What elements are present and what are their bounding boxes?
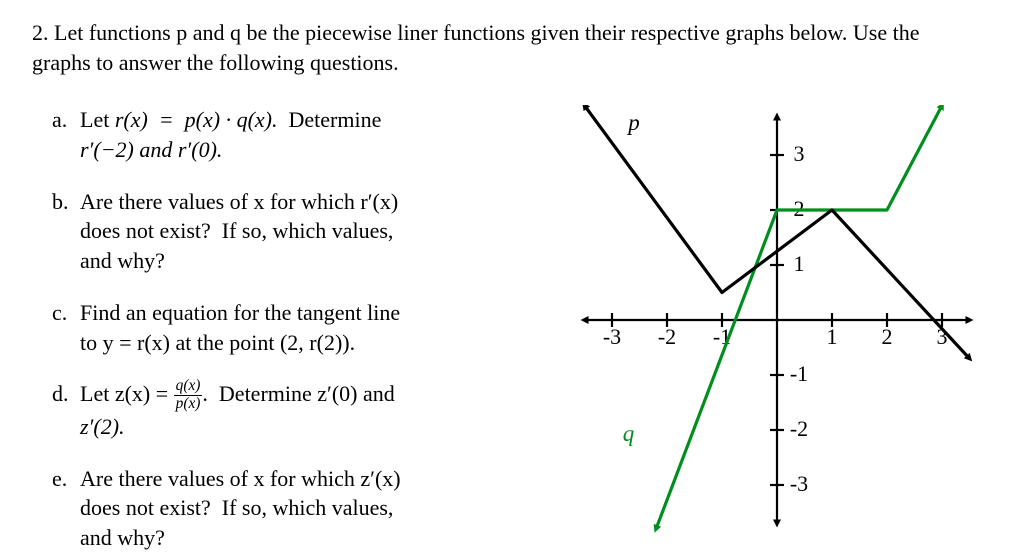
question-body: Are there values of x for which z′(x) do… xyxy=(80,464,552,553)
question-body: Let r(x) = p(x) · q(x). Determine r′(−2)… xyxy=(80,105,552,164)
questions-column: a. Let r(x) = p(x) · q(x). Determine r′(… xyxy=(32,105,552,557)
question-letter: c. xyxy=(52,298,80,357)
curve-q-label: q xyxy=(623,421,635,446)
prompt-line1: Let functions p and q be the piecewise l… xyxy=(54,20,919,45)
problem-prompt: 2. Let functions p and q be the piecewis… xyxy=(32,18,992,77)
question-c: c. Find an equation for the tangent line… xyxy=(52,298,552,357)
x-tick-label: 1 xyxy=(827,324,838,349)
y-tick-label: -3 xyxy=(790,471,808,496)
problem-number: 2. xyxy=(32,20,49,45)
curve-p-label: p xyxy=(626,110,640,135)
x-tick-label: 2 xyxy=(882,324,893,349)
question-body: Let z(x) = q(x)p(x). Determine z′(0) and… xyxy=(80,379,552,441)
page: 2. Let functions p and q be the piecewis… xyxy=(0,0,1024,557)
question-letter: b. xyxy=(52,187,80,276)
x-tick-label: -3 xyxy=(603,324,621,349)
question-b: b. Are there values of x for which r′(x)… xyxy=(52,187,552,276)
prompt-line2: graphs to answer the following questions… xyxy=(32,50,399,75)
y-tick-label: -2 xyxy=(790,416,808,441)
curve-q xyxy=(656,106,942,530)
question-a: a. Let r(x) = p(x) · q(x). Determine r′(… xyxy=(52,105,552,164)
question-letter: e. xyxy=(52,464,80,553)
question-e: e. Are there values of x for which z′(x)… xyxy=(52,464,552,553)
question-body: Find an equation for the tangent line to… xyxy=(80,298,552,357)
x-tick-label: -2 xyxy=(658,324,676,349)
chart-area: -3-2-1123321-1-2-3qp xyxy=(552,105,992,545)
content-row: a. Let r(x) = p(x) · q(x). Determine r′(… xyxy=(32,105,992,557)
y-tick-label: -1 xyxy=(790,361,808,386)
y-tick-label: 3 xyxy=(794,141,805,166)
fraction: q(x)p(x) xyxy=(174,378,203,411)
question-body: Are there values of x for which r′(x) do… xyxy=(80,187,552,276)
question-d: d. Let z(x) = q(x)p(x). Determine z′(0) … xyxy=(52,379,552,441)
question-letter: a. xyxy=(52,105,80,164)
piecewise-graph: -3-2-1123321-1-2-3qp xyxy=(557,105,987,545)
y-tick-label: 1 xyxy=(794,251,805,276)
question-letter: d. xyxy=(52,379,80,441)
